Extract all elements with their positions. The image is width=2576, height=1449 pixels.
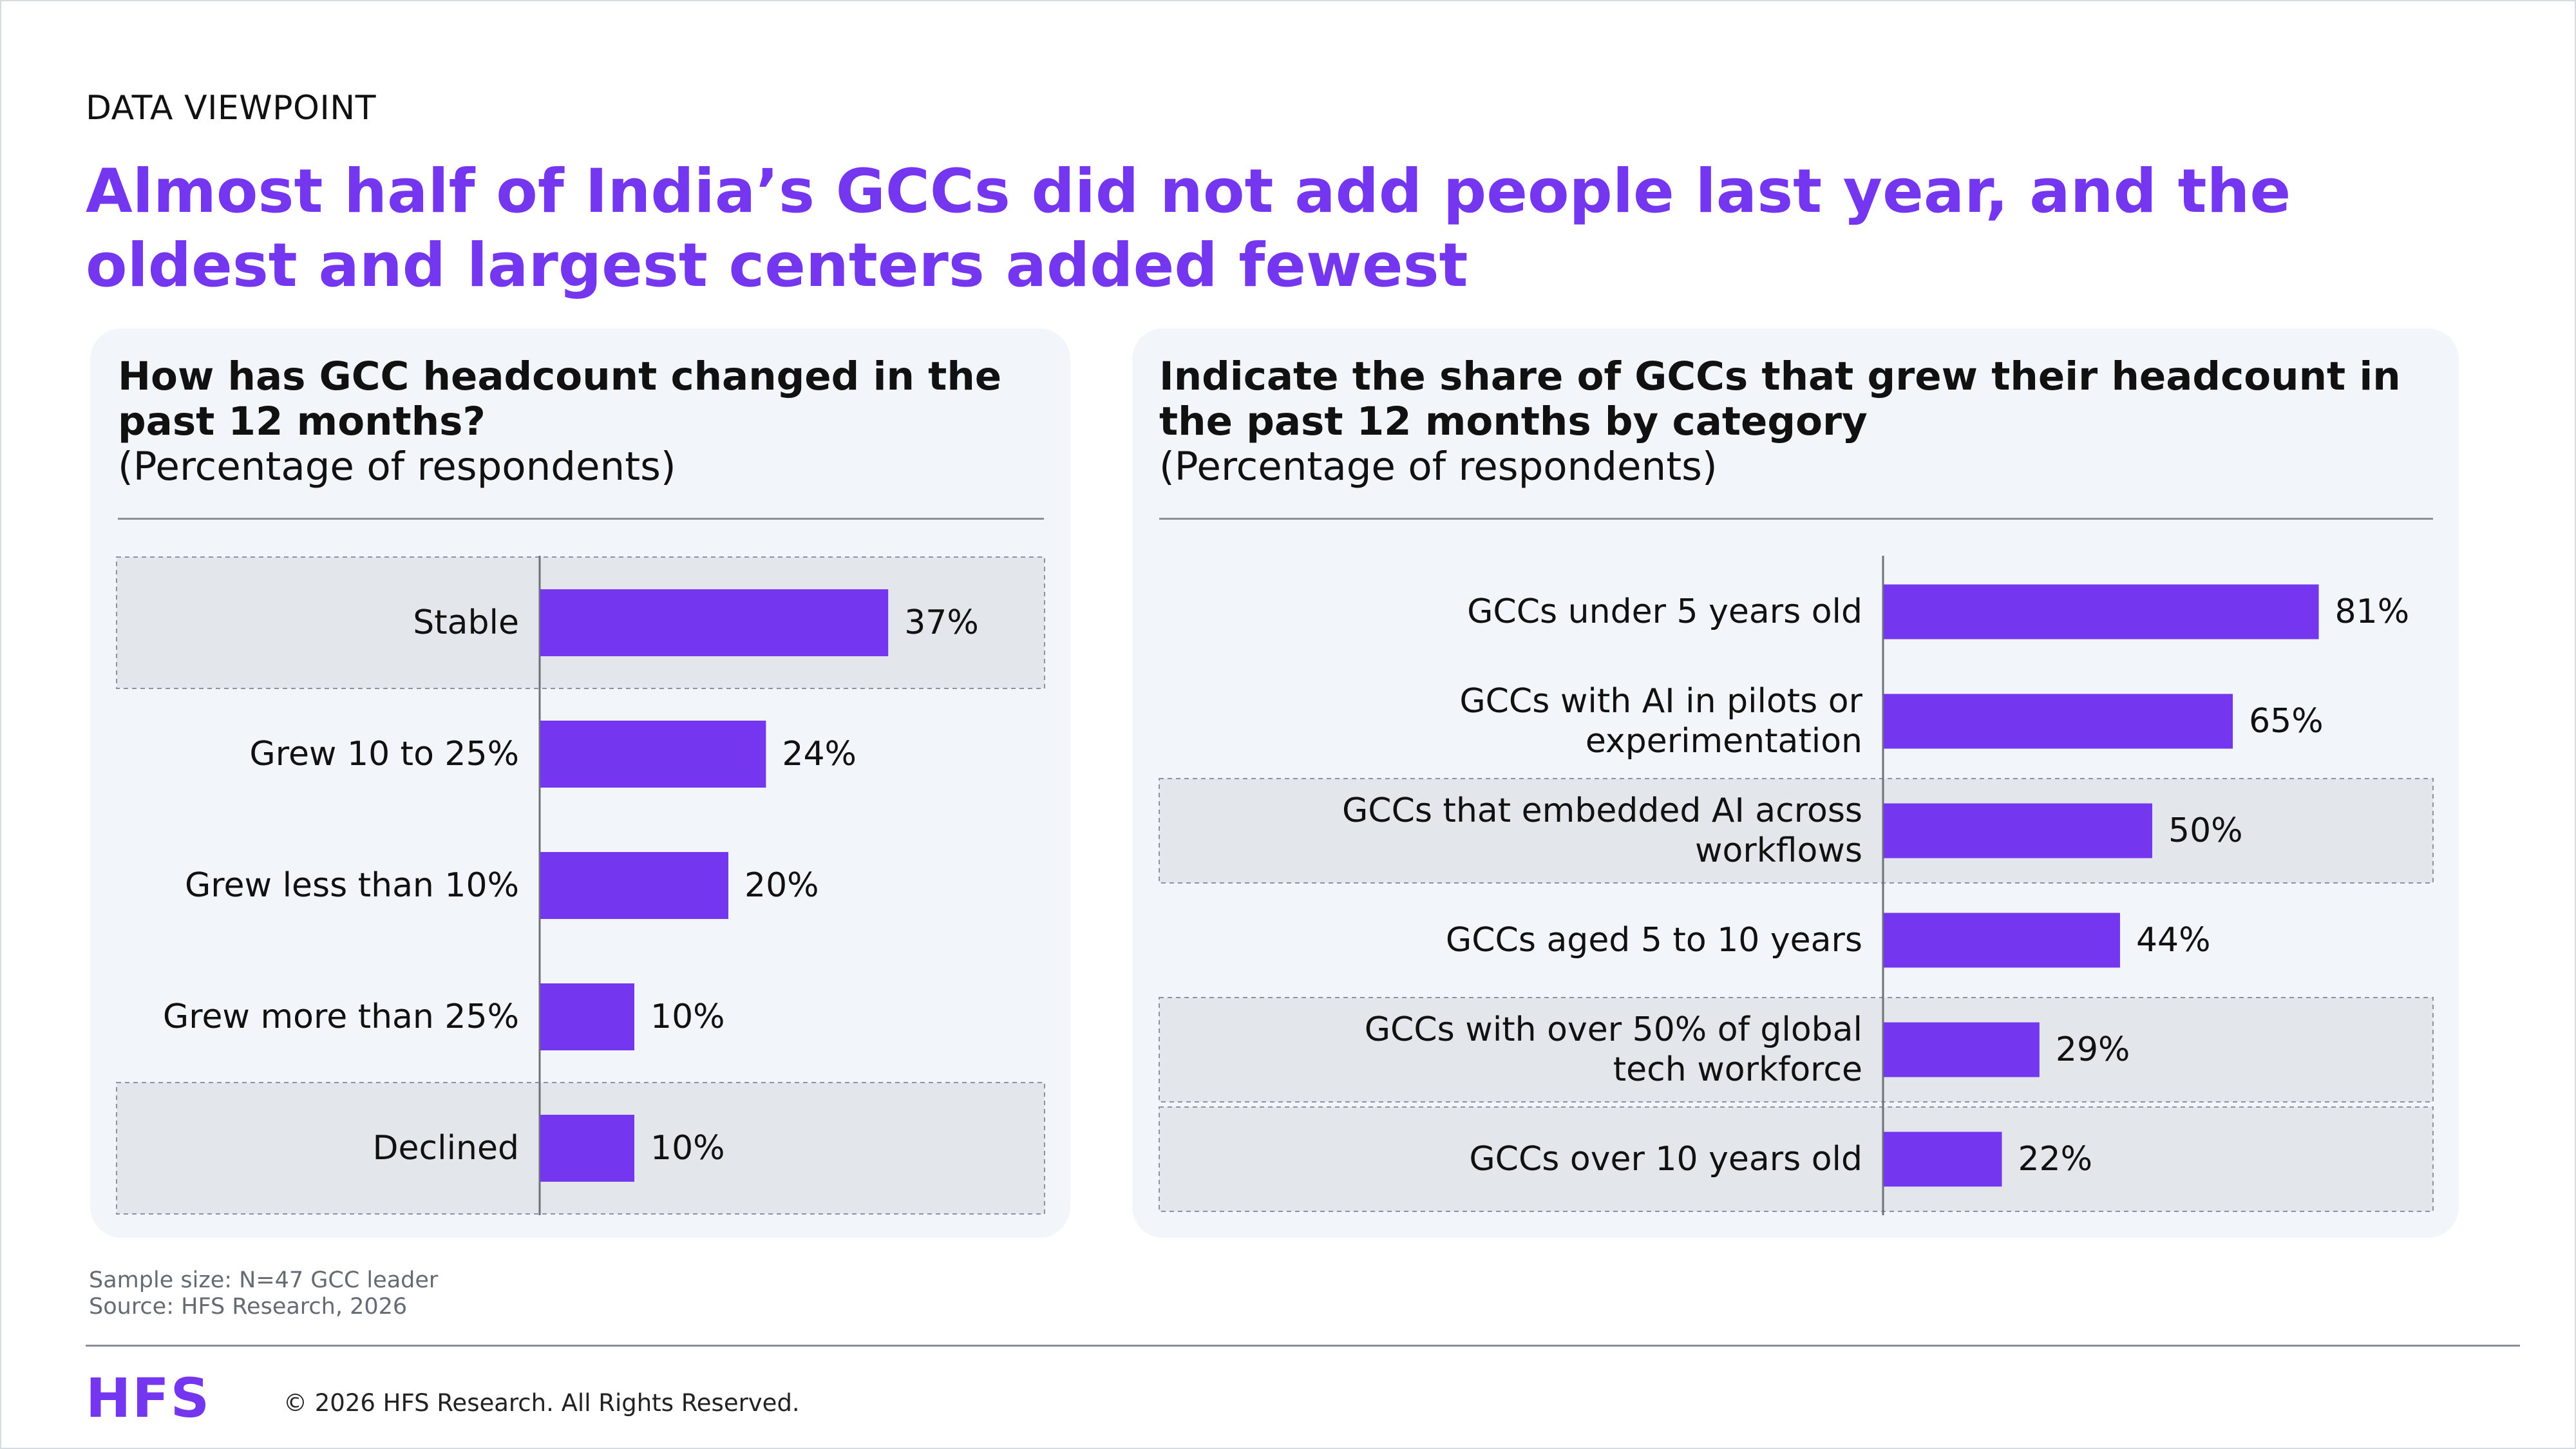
right-bar [1884,1132,2002,1187]
left-value-label: 20% [744,866,819,905]
left-value-label: 24% [782,735,857,773]
left-bar [540,1115,634,1182]
right-chart-divider [1159,518,2433,520]
left-value-label: 10% [650,1129,725,1168]
right-value-label: 22% [2018,1140,2092,1179]
right-value-label: 50% [2168,811,2243,850]
right-category-label: GCCs under 5 years old [1467,592,1862,631]
right-highlight-band [1159,778,2434,884]
left-category-label: Grew 10 to 25% [249,735,519,773]
page-title: Almost half of India’s GCCs did not add … [86,156,2291,301]
left-bar [540,983,634,1050]
left-bar [540,721,766,788]
right-value-label: 81% [2335,592,2410,631]
right-bar [1884,913,2120,968]
sample-size-note: Sample size: N=47 GCC leader [89,1267,439,1293]
left-category-label: Stable [413,603,519,642]
source-note: Source: HFS Research, 2026 [89,1294,408,1320]
copyright-text: © 2026 HFS Research. All Rights Reserved… [283,1389,800,1417]
right-bar [1884,803,2152,858]
left-bar [540,589,889,656]
eyebrow-label: DATA VIEWPOINT [86,89,376,128]
left-bar [540,852,728,919]
right-bar [1884,584,2319,639]
right-chart-heading: Indicate the share of GCCs that grew the… [1159,354,2421,489]
right-chart-subtitle: (Percentage of respondents) [1159,444,1718,489]
left-category-label: Grew less than 10% [185,866,519,905]
footer-divider [86,1345,2520,1347]
left-value-label: 37% [904,603,979,642]
right-bar [1884,1022,2040,1077]
right-highlight-band [1159,997,2434,1103]
right-category-label: GCCs aged 5 to 10 years [1446,921,1862,960]
right-category-label: GCCs that embedded AI across workflows [1342,791,1862,870]
left-chart-subtitle: (Percentage of respondents) [118,444,676,489]
left-chart-title: How has GCC headcount changed in the pas… [118,354,1002,444]
hfs-logo: HFS [86,1367,211,1430]
left-chart-heading: How has GCC headcount changed in the pas… [118,354,1032,489]
right-highlight-band [1159,1106,2434,1212]
right-value-label: 65% [2249,702,2324,741]
right-category-label: GCCs with AI in pilots or experimentation [1459,682,1862,761]
right-category-label: GCCs over 10 years old [1469,1140,1862,1179]
left-value-label: 10% [650,998,725,1036]
right-value-label: 29% [2056,1030,2130,1069]
left-category-label: Declined [373,1129,519,1168]
left-chart-divider [118,518,1044,520]
right-category-label: GCCs with over 50% of global tech workfor… [1365,1010,1862,1089]
left-category-label: Grew more than 25% [163,998,519,1036]
right-chart-title: Indicate the share of GCCs that grew the… [1159,354,2401,444]
right-bar [1884,694,2233,749]
right-value-label: 44% [2136,921,2211,960]
